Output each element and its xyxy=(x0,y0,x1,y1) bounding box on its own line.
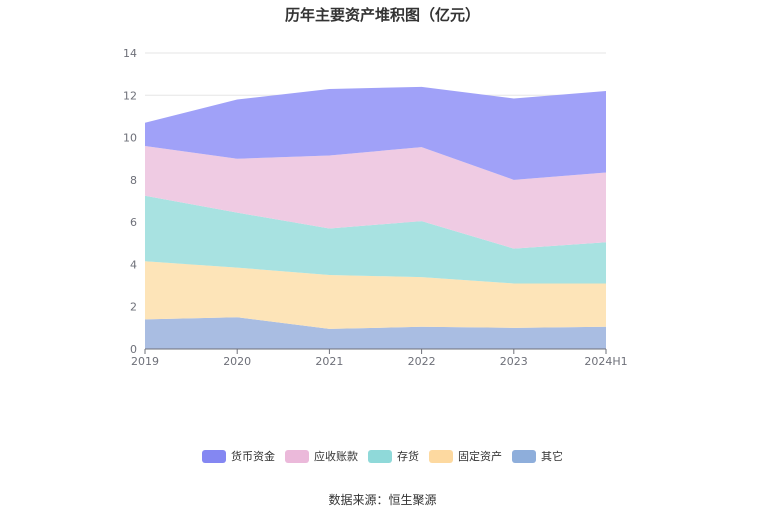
y-tick-label: 0 xyxy=(130,343,137,356)
area-layers xyxy=(145,86,606,349)
legend-swatch xyxy=(512,449,536,463)
area-series-2 xyxy=(145,195,606,284)
legend-swatch xyxy=(368,449,392,463)
x-tick-label: 2024H1 xyxy=(584,355,627,368)
legend-label: 货币资金 xyxy=(231,450,275,463)
legend-swatch xyxy=(429,449,453,463)
x-tick-label: 2023 xyxy=(500,355,528,368)
legend-item[interactable]: 固定资产 xyxy=(429,448,502,464)
legend-label: 应收账款 xyxy=(314,450,358,463)
x-tick-label: 2021 xyxy=(315,355,343,368)
legend-item[interactable]: 其它 xyxy=(512,448,563,464)
legend-swatch xyxy=(285,449,309,463)
area-series-4 xyxy=(145,86,606,180)
x-tick-label: 2020 xyxy=(223,355,251,368)
y-tick-label: 2 xyxy=(130,301,137,314)
y-tick-label: 14 xyxy=(123,47,137,60)
data-source: 数据来源：恒生聚源 xyxy=(328,493,437,507)
y-tick-label: 6 xyxy=(130,216,137,229)
legend-label: 其它 xyxy=(541,450,563,463)
area-series-1 xyxy=(145,261,606,329)
legend: 货币资金 应收账款 存货 固定资产 其它 xyxy=(0,448,765,464)
x-tick-label: 2019 xyxy=(131,355,159,368)
legend-item[interactable]: 存货 xyxy=(368,448,419,464)
x-tick-label: 2022 xyxy=(408,355,436,368)
area-series-3 xyxy=(145,146,606,249)
legend-item[interactable]: 应收账款 xyxy=(285,448,358,464)
y-tick-label: 4 xyxy=(130,258,137,271)
legend-label: 存货 xyxy=(397,450,419,463)
legend-label: 固定资产 xyxy=(458,450,502,463)
chart-title: 历年主要资产堆积图（亿元） xyxy=(284,6,480,24)
area-series-0 xyxy=(145,317,606,349)
y-tick-label: 10 xyxy=(123,132,137,145)
legend-swatch xyxy=(202,449,226,463)
y-tick-label: 8 xyxy=(130,174,137,187)
y-tick-label: 12 xyxy=(123,89,137,102)
axes: 0 2 4 6 8 10 12 14 2019 2020 2021 2022 2023 2024H1 xyxy=(123,47,628,368)
legend-item[interactable]: 货币资金 xyxy=(202,448,275,464)
